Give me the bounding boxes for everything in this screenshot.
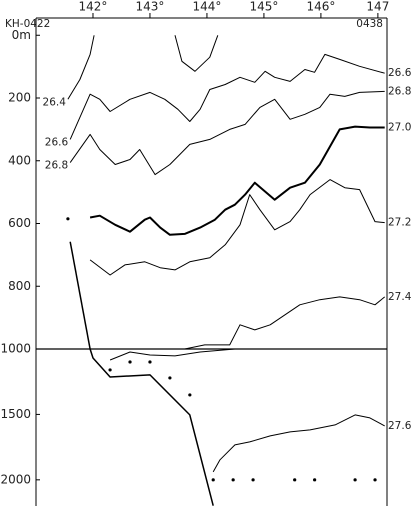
contour-label: 26.6 — [388, 67, 412, 79]
station-dot — [353, 478, 357, 482]
contour-label: 26.8 — [388, 85, 411, 97]
contour-line — [89, 125, 385, 236]
y-tick-label: 1000 — [0, 342, 31, 356]
station-dot — [373, 478, 377, 482]
x-tick-label: 144° — [192, 0, 221, 14]
contour-line — [67, 35, 219, 100]
station-dot — [148, 360, 152, 364]
y-tick-label: 800 — [8, 279, 31, 293]
contour-line — [69, 90, 385, 176]
y-tick-label: 0m — [12, 28, 31, 42]
station-dot — [313, 478, 317, 482]
contour-label: 27.2 — [388, 217, 411, 229]
x-tick-label: 143° — [136, 0, 165, 14]
contour-line — [184, 296, 386, 350]
y-tick-label: 2000 — [0, 472, 31, 486]
station-label: 0438 — [356, 18, 383, 30]
contour-line — [212, 414, 385, 473]
station-dot — [168, 376, 172, 380]
x-tick-label: 146° — [306, 0, 335, 14]
station-dot — [108, 368, 112, 372]
station-dot — [251, 478, 255, 482]
x-tick-label: 147 — [366, 0, 389, 14]
station-dot — [188, 393, 192, 397]
x-tick-label: 142° — [79, 0, 108, 14]
contour-line — [69, 241, 91, 350]
y-tick-label: 200 — [8, 91, 31, 105]
x-tick-label: 145° — [249, 0, 278, 14]
contour-label: 26.8 — [45, 160, 68, 172]
station-dot — [211, 478, 215, 482]
y-tick-label: 400 — [8, 153, 31, 167]
station-dot — [66, 217, 70, 221]
contour-label: 26.4 — [43, 96, 67, 108]
contour-line — [89, 348, 214, 506]
contour-line — [89, 179, 385, 276]
contour-label: 26.6 — [45, 136, 69, 148]
contour-label: 27.6 — [388, 420, 412, 432]
station-dot — [293, 478, 297, 482]
y-tick-label: 600 — [8, 216, 31, 230]
contour-label: 27.0 — [388, 121, 411, 133]
y-tick-label: 1500 — [0, 407, 31, 421]
station-dot — [128, 360, 132, 364]
contour-line — [109, 348, 235, 361]
station-dot — [231, 478, 235, 482]
contour-label: 27.4 — [388, 291, 412, 303]
cruise-label: KH-0422 — [5, 18, 50, 30]
contour-line — [69, 53, 385, 140]
